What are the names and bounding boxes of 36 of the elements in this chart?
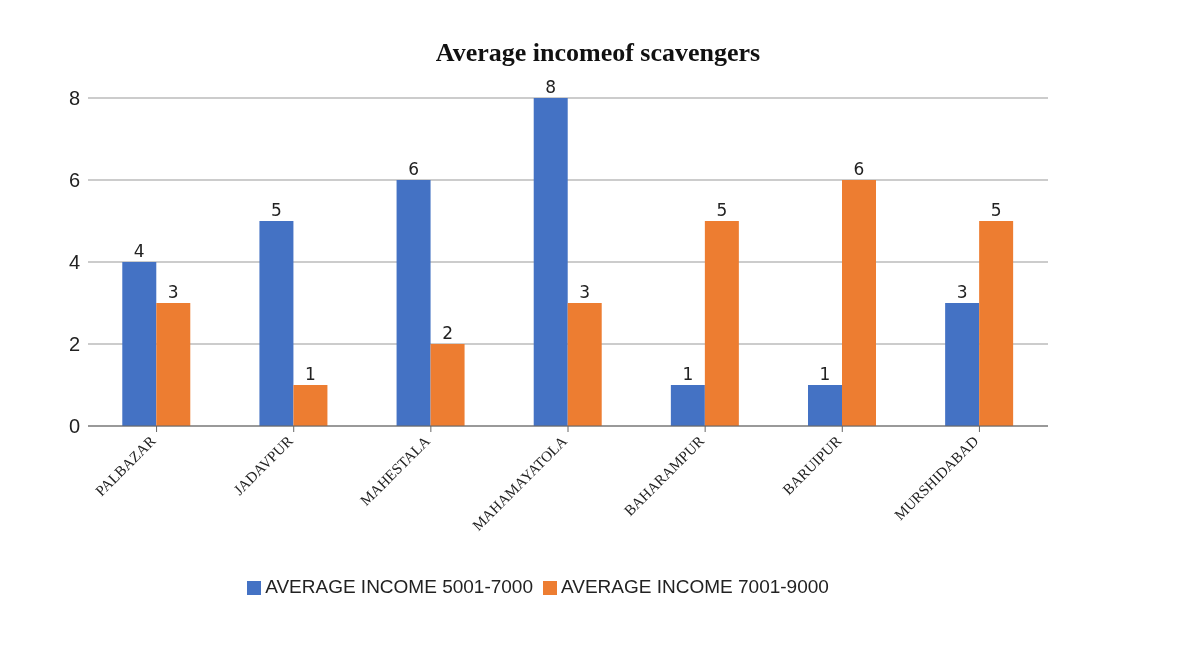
data-label: 3 [956,282,968,302]
data-label: 1 [682,364,694,384]
y-tick-label: 6 [68,169,80,192]
bar [156,303,191,426]
data-label: 4 [133,241,145,261]
y-tick-label: 4 [68,251,80,274]
bar [670,385,705,426]
data-label: 3 [579,282,591,302]
y-tick-label: 0 [68,415,80,438]
bar [259,221,294,426]
bar [979,221,1014,426]
data-label: 6 [408,159,419,179]
bar [945,303,980,426]
y-tick-label: 2 [68,333,80,356]
legend-label: AVERAGE INCOME 7001-9000 [561,576,829,597]
bar [122,262,157,426]
data-label: 1 [819,364,831,384]
bar [293,385,328,426]
chart-title: Average incomeof scavengers [434,37,762,68]
bar [533,98,568,426]
data-label: 5 [990,200,1002,220]
data-label: 1 [305,364,316,384]
bar [567,303,602,426]
data-label: 2 [442,323,453,343]
bar [396,180,431,426]
bar [430,344,465,426]
bar [808,385,842,426]
data-label: 6 [853,159,865,179]
bar [842,180,876,426]
data-label: 8 [545,77,557,97]
y-tick-label: 8 [68,87,80,110]
data-label: 5 [716,200,728,220]
data-label: 3 [167,282,179,302]
data-label: 5 [271,200,282,220]
bar [704,221,739,426]
legend-label: AVERAGE INCOME 5001-7000 [265,576,533,597]
